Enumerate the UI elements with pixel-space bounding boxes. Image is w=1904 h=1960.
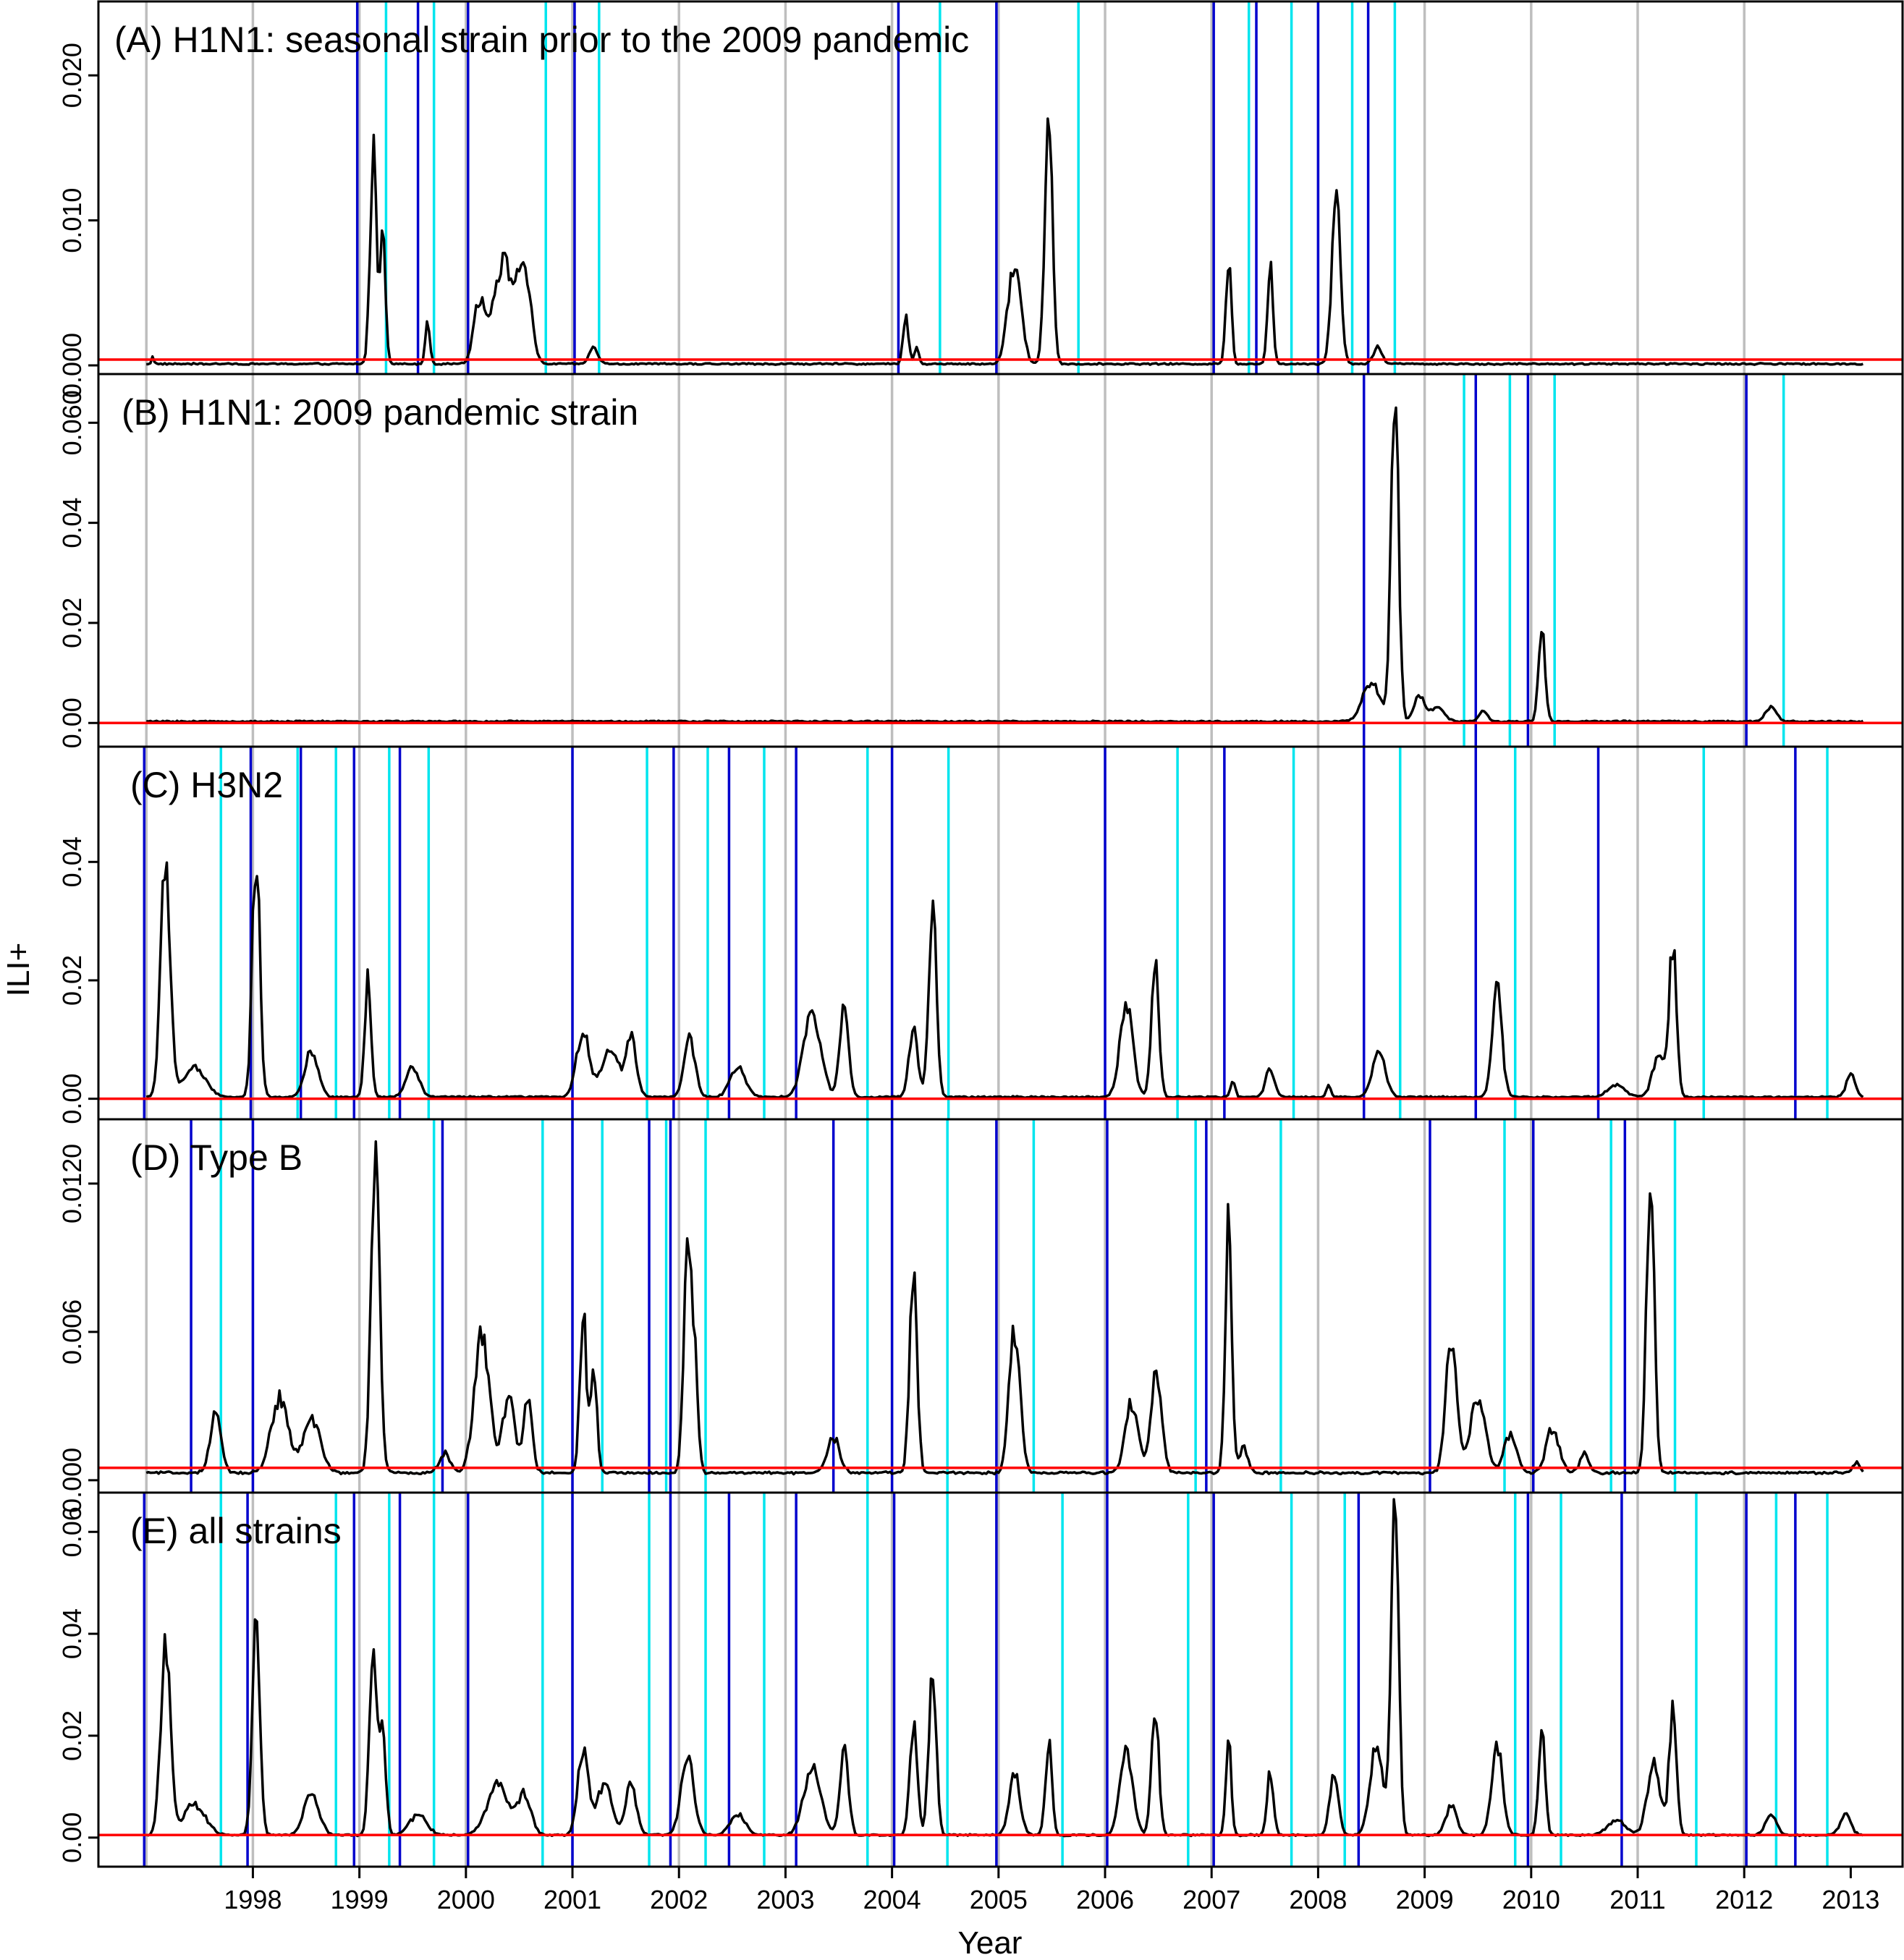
x-tick-label: 2004 — [863, 1885, 921, 1914]
chart-panels: 0.000 0.010 0.020 (A) H1N1: seasonal strain… — [57, 0, 1904, 1868]
y-tick-label: 0.060 — [57, 390, 87, 455]
panel-background — [98, 1119, 1903, 1493]
panel-title: (A) H1N1: seasonal strain prior to the 2… — [114, 20, 969, 60]
panel-title: (E) all strains — [130, 1511, 342, 1551]
panel-title: (C) H3N2 — [130, 765, 283, 805]
panel-frame — [97, 1491, 1904, 1868]
x-tick-label: 2009 — [1396, 1885, 1454, 1914]
panel-title: (D) Type B — [130, 1137, 302, 1178]
x-tick-label: 2005 — [970, 1885, 1028, 1914]
y-tick-label: 0.000 — [57, 1448, 87, 1513]
ili-series-line — [145, 861, 1864, 1100]
x-axis-title: Year — [958, 1925, 1023, 1960]
x-tick-label: 2007 — [1182, 1885, 1240, 1914]
y-axis-title: ILI+ — [1, 943, 36, 997]
x-tick-label: 2012 — [1715, 1885, 1773, 1914]
panel-background — [98, 1, 1903, 374]
y-tick-label: 0.00 — [57, 697, 87, 748]
panel-background — [98, 1493, 1903, 1867]
y-tick-label: 0.04 — [57, 1608, 87, 1659]
y-tick-label: 0.04 — [57, 498, 87, 548]
y-tick-label: 0.00 — [57, 1074, 87, 1124]
x-tick-label: 2011 — [1609, 1885, 1665, 1914]
x-tick-label: 1998 — [224, 1885, 282, 1914]
panel-b: 0.00 0.02 0.04 0.060 (B) H1N1: 2009 pandemic… — [57, 373, 1904, 748]
x-tick-label: 2008 — [1289, 1885, 1347, 1914]
x-tick-label: 2003 — [756, 1885, 814, 1914]
y-tick-label: 0.04 — [57, 836, 87, 887]
panel-title: (B) H1N1: 2009 pandemic strain — [122, 392, 638, 433]
x-tick-label: 2006 — [1076, 1885, 1134, 1914]
y-tick-label: 0.02 — [57, 598, 87, 648]
panel-c: 0.00 0.02 0.04 (C) H3N2 — [57, 745, 1904, 1124]
y-tick-label: 0.010 — [57, 188, 87, 253]
panel-background — [98, 747, 1903, 1119]
x-tick-label: 2000 — [437, 1885, 495, 1914]
panel-background — [98, 374, 1903, 747]
y-tick-label: 0.00 — [57, 1812, 87, 1863]
panel-e: 0.00 0.02 0.04 0.06 (E) all strains — [57, 1491, 1904, 1868]
y-tick-label: 0.02 — [57, 955, 87, 1006]
y-tick-label: 0.006 — [57, 1299, 87, 1365]
x-tick-label: 2001 — [543, 1885, 601, 1914]
x-tick-label: 2002 — [650, 1885, 708, 1914]
y-tick-label: 0.020 — [57, 43, 87, 108]
panel-a: 0.000 0.010 0.020 (A) H1N1: seasonal strain… — [57, 0, 1904, 398]
x-axis: 1998 1999 2000 2001 2002 2003 2004 2005 2006 2007… — [224, 1867, 1879, 1914]
y-tick-label: 0.000 — [57, 333, 87, 398]
x-tick-label: 1999 — [331, 1885, 389, 1914]
x-tick-label: 2013 — [1822, 1885, 1879, 1914]
y-tick-label: 0.06 — [57, 1506, 87, 1557]
y-tick-label: 0.02 — [57, 1710, 87, 1761]
panel-d: 0.000 0.006 0.0120 (D) Type B — [57, 1118, 1904, 1513]
y-tick-label: 0.0120 — [57, 1144, 87, 1223]
x-tick-label: 2010 — [1502, 1885, 1560, 1914]
